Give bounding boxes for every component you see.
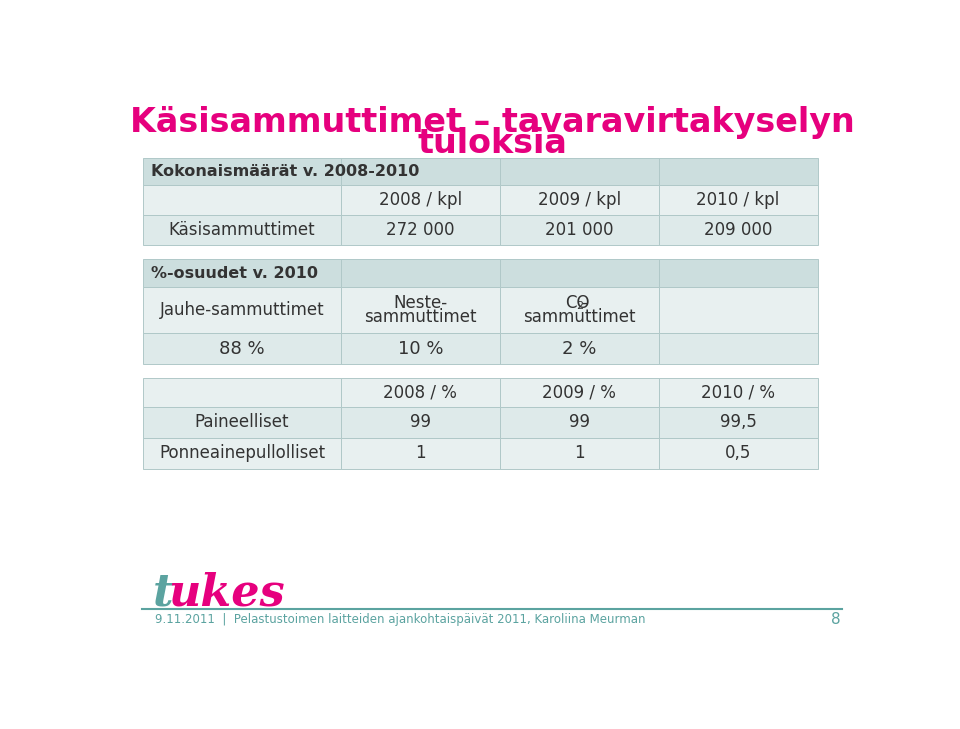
FancyBboxPatch shape bbox=[500, 157, 659, 185]
Text: 9.11.2011  |  Pelastustoimen laitteiden ajankohtaispäivät 2011, Karoliina Meurma: 9.11.2011 | Pelastustoimen laitteiden aj… bbox=[155, 613, 645, 626]
Text: Kokonaismäärät v. 2008-2010: Kokonaismäärät v. 2008-2010 bbox=[151, 164, 420, 179]
FancyBboxPatch shape bbox=[143, 407, 341, 438]
FancyBboxPatch shape bbox=[500, 185, 659, 214]
FancyBboxPatch shape bbox=[500, 260, 659, 287]
Text: Käsisammuttimet – tavaravirtakyselyn: Käsisammuttimet – tavaravirtakyselyn bbox=[130, 106, 854, 139]
FancyBboxPatch shape bbox=[659, 185, 818, 214]
FancyBboxPatch shape bbox=[143, 438, 341, 469]
FancyBboxPatch shape bbox=[500, 214, 659, 246]
FancyBboxPatch shape bbox=[143, 260, 341, 287]
FancyBboxPatch shape bbox=[659, 260, 818, 287]
FancyBboxPatch shape bbox=[659, 438, 818, 469]
FancyBboxPatch shape bbox=[659, 407, 818, 438]
FancyBboxPatch shape bbox=[341, 378, 500, 407]
Text: 2 %: 2 % bbox=[562, 340, 596, 357]
Text: 2010 / kpl: 2010 / kpl bbox=[696, 191, 780, 209]
Text: 2: 2 bbox=[576, 301, 584, 311]
FancyBboxPatch shape bbox=[500, 378, 659, 407]
Text: Ponneainepullolliset: Ponneainepullolliset bbox=[159, 444, 325, 462]
FancyBboxPatch shape bbox=[143, 185, 341, 214]
FancyBboxPatch shape bbox=[659, 378, 818, 407]
FancyBboxPatch shape bbox=[500, 287, 659, 333]
Text: 99,5: 99,5 bbox=[720, 413, 756, 432]
Text: Neste-: Neste- bbox=[394, 294, 447, 312]
FancyBboxPatch shape bbox=[143, 287, 341, 333]
FancyBboxPatch shape bbox=[143, 214, 341, 246]
Text: %-osuudet v. 2010: %-osuudet v. 2010 bbox=[151, 265, 318, 281]
Text: 1: 1 bbox=[415, 444, 425, 462]
Text: t: t bbox=[153, 572, 173, 615]
Text: 2009 / %: 2009 / % bbox=[542, 383, 616, 402]
Text: -: - bbox=[582, 294, 588, 312]
Text: tuloksia: tuloksia bbox=[417, 127, 567, 160]
FancyBboxPatch shape bbox=[341, 407, 500, 438]
Text: 88 %: 88 % bbox=[219, 340, 265, 357]
Text: 2010 / %: 2010 / % bbox=[701, 383, 775, 402]
Text: sammuttimet: sammuttimet bbox=[523, 308, 636, 326]
FancyBboxPatch shape bbox=[143, 378, 341, 407]
FancyBboxPatch shape bbox=[659, 333, 818, 364]
FancyBboxPatch shape bbox=[500, 333, 659, 364]
Text: 99: 99 bbox=[410, 413, 431, 432]
Text: ukes: ukes bbox=[168, 572, 285, 615]
Text: Käsisammuttimet: Käsisammuttimet bbox=[169, 221, 316, 239]
FancyBboxPatch shape bbox=[500, 438, 659, 469]
FancyBboxPatch shape bbox=[341, 287, 500, 333]
FancyBboxPatch shape bbox=[143, 157, 341, 185]
Text: 10 %: 10 % bbox=[397, 340, 444, 357]
Text: 0,5: 0,5 bbox=[725, 444, 752, 462]
Text: 201 000: 201 000 bbox=[545, 221, 613, 239]
Text: Paineelliset: Paineelliset bbox=[195, 413, 289, 432]
Text: sammuttimet: sammuttimet bbox=[364, 308, 476, 326]
FancyBboxPatch shape bbox=[341, 438, 500, 469]
FancyBboxPatch shape bbox=[500, 407, 659, 438]
Text: 2008 / kpl: 2008 / kpl bbox=[379, 191, 462, 209]
Text: 209 000: 209 000 bbox=[704, 221, 772, 239]
Text: 1: 1 bbox=[574, 444, 585, 462]
Text: 272 000: 272 000 bbox=[386, 221, 455, 239]
Text: Jauhe-sammuttimet: Jauhe-sammuttimet bbox=[159, 301, 324, 319]
FancyBboxPatch shape bbox=[143, 333, 341, 364]
FancyBboxPatch shape bbox=[341, 214, 500, 246]
FancyBboxPatch shape bbox=[659, 157, 818, 185]
FancyBboxPatch shape bbox=[659, 214, 818, 246]
FancyBboxPatch shape bbox=[341, 333, 500, 364]
FancyBboxPatch shape bbox=[341, 157, 500, 185]
FancyBboxPatch shape bbox=[341, 185, 500, 214]
Text: 99: 99 bbox=[568, 413, 589, 432]
Text: 2008 / %: 2008 / % bbox=[383, 383, 457, 402]
FancyBboxPatch shape bbox=[659, 287, 818, 333]
Text: 2009 / kpl: 2009 / kpl bbox=[538, 191, 621, 209]
FancyBboxPatch shape bbox=[341, 260, 500, 287]
Text: 8: 8 bbox=[831, 612, 841, 627]
Text: CO: CO bbox=[565, 294, 589, 312]
